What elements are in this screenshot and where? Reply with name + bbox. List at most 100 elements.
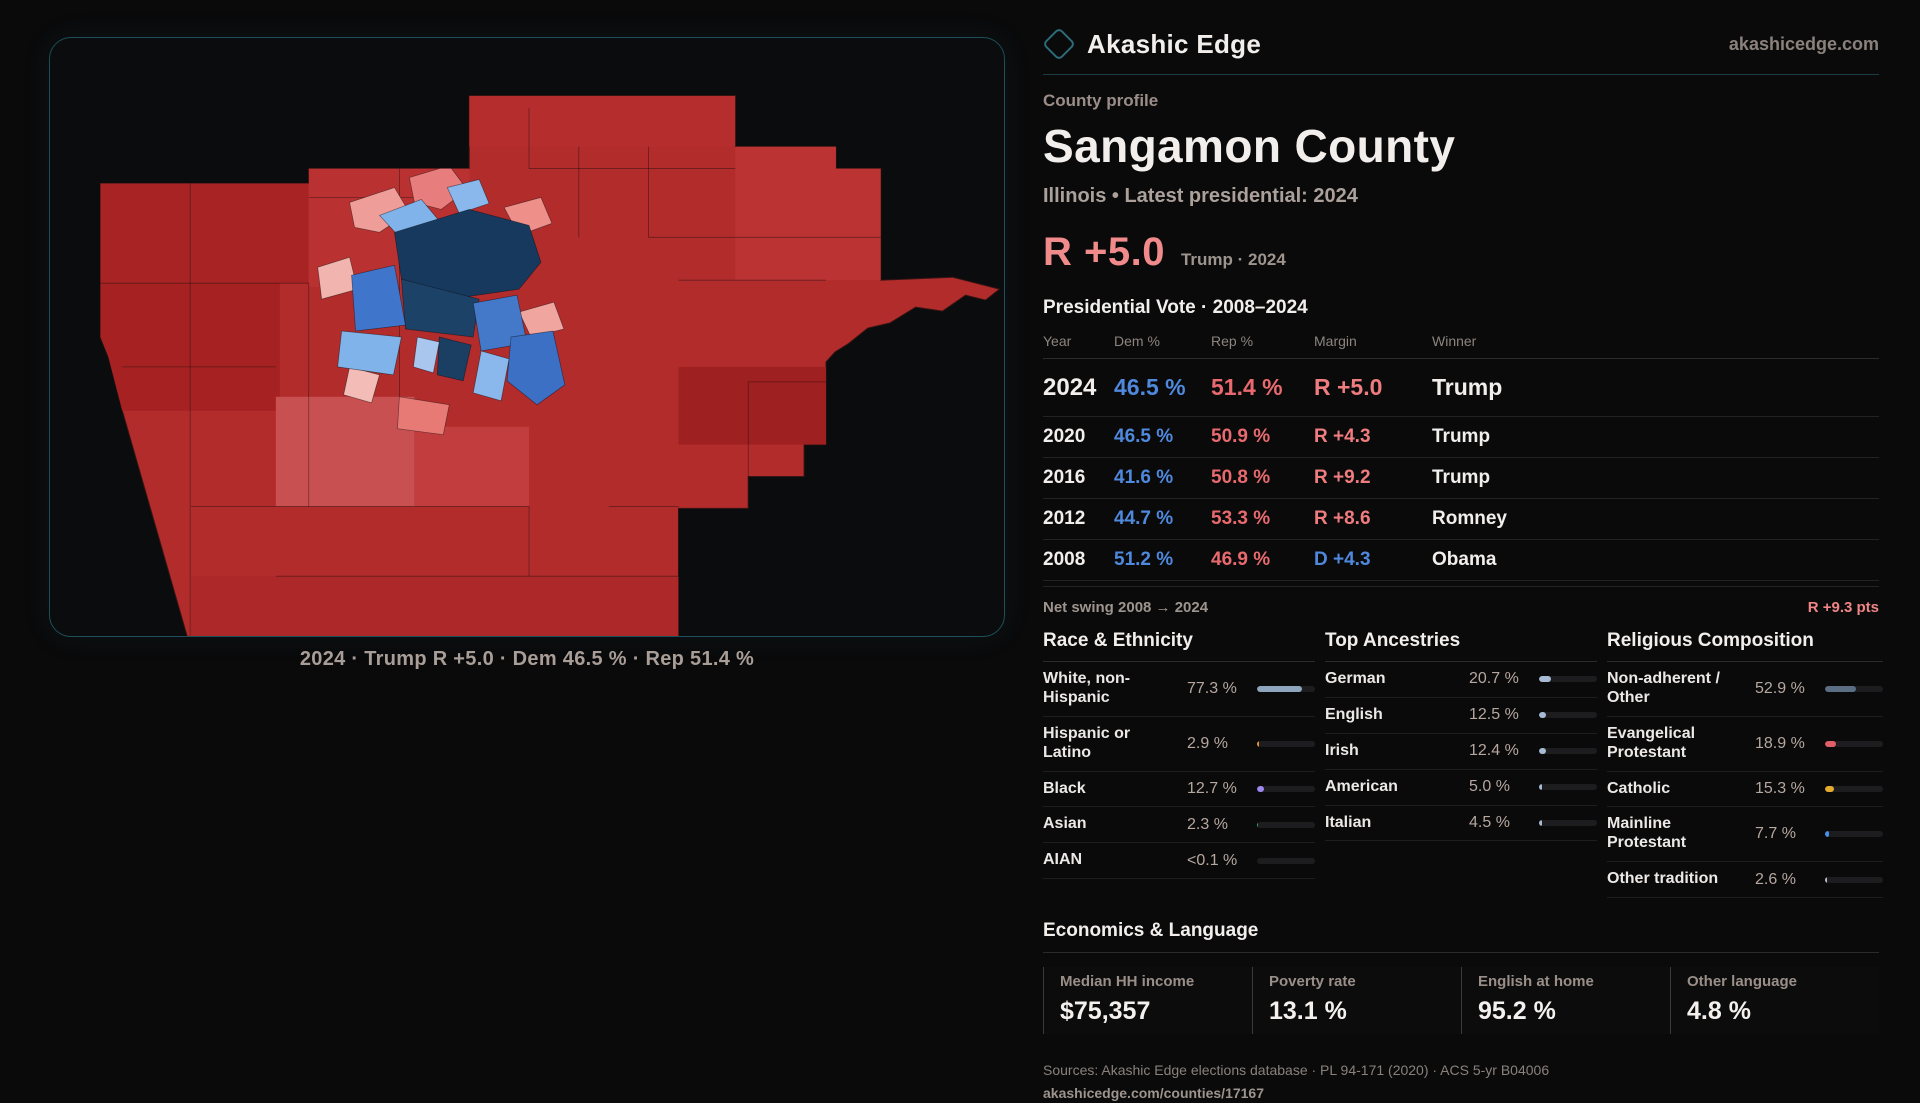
vote-table: Year Dem % Rep % Margin Winner 2024 46.5… — [1043, 333, 1879, 581]
bar-fill — [1539, 748, 1547, 755]
subtitle: Illinois • Latest presidential: 2024 — [1043, 185, 1358, 207]
map-caption: 2024 · Trump R +5.0 · Dem 46.5 % · Rep 5… — [299, 648, 755, 670]
row-label: Mainline Protestant — [1607, 815, 1687, 852]
bar-fill — [1539, 819, 1542, 826]
list-item: Catholic 15.3 % — [1607, 772, 1883, 808]
row-value: 52.9 % — [1755, 679, 1805, 697]
rep-cell: 51.4 % — [1211, 374, 1283, 400]
list-item: German 20.7 % — [1325, 662, 1597, 698]
bar-fill — [1539, 676, 1551, 683]
header-divider — [1043, 74, 1879, 75]
bar-fill — [1825, 685, 1856, 692]
row-value: 18.9 % — [1755, 734, 1805, 752]
diamond-logo-icon — [1042, 27, 1076, 61]
stat-label: Median HH income — [1060, 973, 1195, 990]
row-value: 2.6 % — [1755, 870, 1796, 888]
row-value: 12.5 % — [1469, 706, 1519, 724]
row-label: AIAN — [1043, 851, 1083, 869]
rep-cell: 50.8 % — [1211, 467, 1271, 488]
margin-cell: R +9.2 — [1314, 467, 1371, 488]
bar-fill — [1825, 831, 1830, 838]
row-label: Irish — [1325, 741, 1359, 759]
bar-track — [1825, 685, 1883, 692]
list-item: Black 12.7 % — [1043, 772, 1315, 808]
headline-margin: R +5.0 — [1043, 230, 1165, 274]
section-title: Race & Ethnicity — [1043, 630, 1315, 662]
row-label: Catholic — [1607, 779, 1671, 797]
stat-card: English at home 95.2 % — [1461, 967, 1670, 1034]
net-swing: Net swing 2008 → 2024 R +9.3 pts — [1043, 586, 1879, 630]
bar-fill — [1825, 876, 1827, 883]
col-margin: Margin — [1314, 333, 1357, 349]
list-item: Italian 4.5 % — [1325, 806, 1597, 842]
table-row: 2024 46.5 % 51.4 % R +5.0 Trump — [1043, 359, 1879, 417]
bar-track — [1257, 740, 1315, 747]
page-title: Sangamon County — [1043, 120, 1456, 172]
year-cell: 2024 — [1043, 373, 1097, 401]
row-label: German — [1325, 670, 1386, 687]
list-item: Other tradition 2.6 % — [1607, 862, 1883, 898]
margin-cell: R +4.3 — [1314, 426, 1371, 447]
site-link[interactable]: akashicedge.com — [1728, 33, 1879, 54]
race-ethnicity-section: Race & Ethnicity White, non-Hispanic 77.… — [1043, 630, 1315, 898]
religion-section: Religious Composition Non-adherent / Oth… — [1607, 630, 1883, 898]
winner-cell: Trump — [1432, 467, 1491, 488]
headline-margin-block: R +5.0 Trump · 2024 — [1043, 230, 1879, 275]
year-cell: 2012 — [1043, 508, 1086, 529]
demographics: Race & Ethnicity White, non-Hispanic 77.… — [1043, 630, 1883, 898]
bar-fill — [1825, 785, 1834, 792]
stat-value: $75,357 — [1060, 997, 1151, 1025]
list-item: Non-adherent / Other 52.9 % — [1607, 662, 1883, 717]
stat-strip: Median HH income $75,357 Poverty rate 13… — [1043, 967, 1879, 1034]
margin-cell: R +5.0 — [1314, 374, 1383, 400]
row-value: 5.0 % — [1469, 778, 1510, 796]
county-profile-panel: Akashic Edge akashicedge.com County prof… — [1042, 24, 1883, 1103]
county-url-link[interactable]: akashicedge.com/counties/17167 — [1043, 1085, 1264, 1101]
list-item: Evangelical Protestant 18.9 % — [1607, 717, 1883, 772]
headline-note: Trump · 2024 — [1180, 250, 1286, 269]
vote-table-title: Presidential Vote · 2008–2024 — [1043, 297, 1308, 318]
rep-cell: 50.9 % — [1211, 426, 1271, 447]
year-cell: 2020 — [1043, 426, 1086, 447]
stat-label: Other language — [1687, 973, 1798, 990]
bar-track — [1257, 857, 1315, 864]
row-value: 12.4 % — [1469, 742, 1519, 760]
col-winner: Winner — [1432, 333, 1477, 349]
col-dem: Dem % — [1114, 333, 1160, 349]
bar-fill — [1257, 821, 1259, 828]
list-item: Asian 2.3 % — [1043, 807, 1315, 844]
list-item: AIAN <0.1 % — [1043, 843, 1315, 880]
list-item: English 12.5 % — [1325, 698, 1597, 734]
dem-cell: 41.6 % — [1114, 467, 1174, 488]
dem-cell: 46.5 % — [1114, 374, 1186, 400]
bar-fill — [1257, 740, 1259, 747]
precinct-map-panel — [49, 37, 1005, 637]
bar-track — [1539, 819, 1597, 826]
bar-track — [1257, 785, 1315, 792]
bar-track — [1539, 748, 1597, 755]
stat-label: Poverty rate — [1269, 973, 1356, 990]
winner-cell: Trump — [1432, 374, 1503, 400]
stat-card: Median HH income $75,357 — [1043, 967, 1252, 1034]
sources-text: Sources: Akashic Edge elections database… — [1043, 1062, 1550, 1078]
margin-cell: D +4.3 — [1314, 549, 1371, 570]
bar-fill — [1539, 784, 1542, 791]
table-row: 2008 51.2 % 46.9 % D +4.3 Obama — [1043, 540, 1879, 581]
rep-cell: 46.9 % — [1211, 549, 1271, 570]
precinct-map — [99, 95, 1001, 636]
dem-cell: 44.7 % — [1114, 508, 1174, 529]
row-label: Non-adherent / Other — [1607, 670, 1720, 706]
brand-header: Akashic Edge akashicedge.com — [1042, 24, 1879, 64]
net-swing-value: R +9.3 pts — [1807, 599, 1879, 616]
brand-name: Akashic Edge — [1087, 28, 1262, 59]
row-label: American — [1325, 777, 1398, 795]
bar-track — [1539, 712, 1597, 719]
bar-track — [1825, 876, 1883, 883]
bar-track — [1257, 821, 1315, 828]
table-row: 2016 41.6 % 50.8 % R +9.2 Trump — [1043, 458, 1879, 499]
ancestries-section: Top Ancestries German 20.7 % English 12.… — [1325, 630, 1597, 898]
winner-cell: Obama — [1432, 549, 1497, 570]
row-value: 7.7 % — [1755, 825, 1796, 843]
precinct-shading — [100, 95, 881, 636]
stat-card: Poverty rate 13.1 % — [1252, 967, 1461, 1034]
